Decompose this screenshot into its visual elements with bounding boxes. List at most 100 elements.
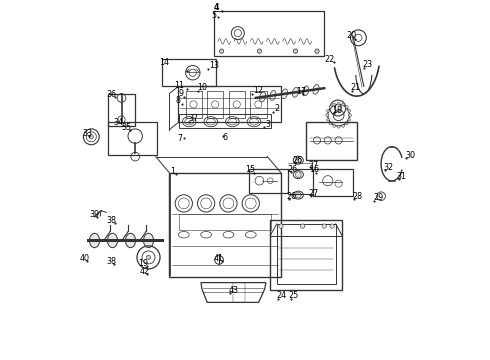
Circle shape [345,122,348,125]
Circle shape [147,255,151,260]
Text: 26: 26 [292,156,302,165]
Ellipse shape [107,233,118,248]
Text: 26: 26 [288,165,297,174]
Text: 26: 26 [286,192,296,201]
Circle shape [345,105,348,108]
Circle shape [326,109,329,112]
Text: 27: 27 [308,189,318,198]
Ellipse shape [125,233,136,248]
Text: 4: 4 [214,3,219,12]
Circle shape [220,49,224,53]
Circle shape [295,157,301,163]
Bar [207,91,223,118]
Text: 16: 16 [310,165,319,174]
Text: 31: 31 [396,172,407,181]
Circle shape [257,49,262,53]
Text: 21: 21 [351,83,361,91]
Bar [108,122,157,155]
Circle shape [326,114,328,117]
Text: 19: 19 [138,259,148,268]
Ellipse shape [281,89,288,99]
Text: 7: 7 [177,134,182,143]
Text: 14: 14 [159,58,169,67]
Text: 38: 38 [107,216,117,225]
Text: 25: 25 [289,292,299,300]
Text: 6: 6 [222,133,228,142]
Bar [229,91,245,118]
Text: 32: 32 [383,163,393,172]
Text: 39: 39 [90,210,99,219]
Bar [179,214,271,230]
Bar [179,114,271,128]
Ellipse shape [90,233,99,248]
Circle shape [342,125,344,127]
Circle shape [279,224,283,228]
Text: 23: 23 [362,60,372,69]
Circle shape [89,135,94,139]
Text: 22: 22 [324,55,335,64]
Text: 34: 34 [113,118,123,127]
Circle shape [300,224,305,228]
Bar [215,11,324,56]
Bar [314,169,353,196]
Circle shape [349,114,351,117]
Text: 17: 17 [296,87,306,96]
Bar [277,224,336,284]
Circle shape [342,103,344,106]
Circle shape [295,172,301,177]
Text: 36: 36 [106,90,116,99]
Circle shape [337,102,340,105]
Text: 30: 30 [406,151,416,160]
Ellipse shape [313,85,319,94]
Text: 42: 42 [139,267,149,276]
Text: 2: 2 [275,104,280,113]
Text: 38: 38 [106,256,116,265]
Text: 3: 3 [266,120,271,129]
Circle shape [333,125,336,127]
Text: 24: 24 [276,292,286,300]
Text: 41: 41 [214,254,224,263]
Text: 8: 8 [176,96,181,105]
Text: 9: 9 [179,89,184,98]
Text: 43: 43 [228,287,239,295]
Circle shape [348,109,351,112]
Circle shape [330,224,334,228]
Ellipse shape [144,233,153,248]
Ellipse shape [270,91,276,100]
Ellipse shape [260,92,266,102]
Text: 29: 29 [373,194,383,202]
Ellipse shape [303,86,309,96]
Ellipse shape [293,87,298,97]
Text: 5: 5 [212,10,217,19]
Text: 11: 11 [174,81,184,90]
Text: 33: 33 [82,129,92,138]
Text: 12: 12 [254,86,264,95]
Text: 13: 13 [209,61,220,71]
Bar [186,91,202,118]
Text: 27: 27 [308,161,318,170]
Bar [248,169,288,193]
Text: 20: 20 [346,31,356,40]
Circle shape [337,125,340,128]
Circle shape [326,118,329,121]
Circle shape [329,105,332,108]
Text: 40: 40 [80,254,90,263]
Bar [250,91,267,118]
Circle shape [295,192,301,198]
Bar [306,122,357,160]
Bar [162,59,216,86]
Text: 15: 15 [245,165,255,174]
Text: 10: 10 [197,83,207,91]
Circle shape [293,49,297,53]
Bar [270,220,342,290]
Circle shape [322,224,326,228]
Circle shape [329,122,332,125]
Text: 35: 35 [121,123,131,132]
Bar [170,173,281,277]
Text: 28: 28 [352,192,363,201]
Circle shape [333,103,336,106]
Text: 18: 18 [332,107,342,115]
Text: 37: 37 [189,114,199,123]
Bar [108,94,135,126]
Text: 1: 1 [170,166,175,175]
